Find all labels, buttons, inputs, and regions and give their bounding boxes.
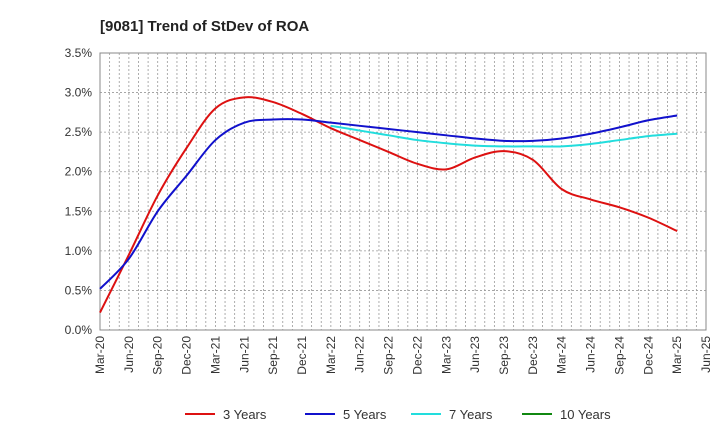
legend-label: 10 Years	[560, 407, 611, 422]
y-tick-label: 2.5%	[65, 125, 93, 139]
x-tick-label: Jun-23	[468, 336, 482, 373]
y-tick-label: 3.0%	[65, 86, 93, 100]
x-tick-label: Sep-23	[497, 336, 511, 375]
legend: 3 Years 5 Years 7 Years 10 Years	[185, 407, 611, 422]
grid	[99, 52, 707, 331]
x-tick-label: Mar-23	[439, 336, 453, 374]
x-tick-label: Dec-23	[526, 336, 540, 375]
x-tick-label: Sep-24	[612, 336, 626, 375]
series-line-3-years	[99, 96, 678, 314]
x-tick-label: Mar-20	[93, 336, 107, 374]
plot-area	[99, 52, 707, 331]
series-line-7-years	[330, 124, 678, 148]
legend-label: 3 Years	[223, 407, 267, 422]
legend-item-5-years: 5 Years	[305, 407, 387, 422]
x-tick-label: Dec-22	[410, 336, 424, 375]
y-tick-label: 2.0%	[65, 165, 93, 179]
x-tick-label: Mar-22	[324, 336, 338, 374]
x-tick-label: Jun-20	[122, 336, 136, 373]
x-tick-label: Jun-21	[237, 336, 251, 373]
series-line-5-years	[99, 114, 678, 290]
x-tick-label: Mar-25	[670, 336, 684, 374]
series-lines	[99, 96, 678, 314]
legend-label: 7 Years	[449, 407, 493, 422]
x-tick-label: Jun-24	[584, 336, 598, 373]
x-tick-label: Sep-22	[382, 336, 396, 375]
x-tick-label: Dec-24	[641, 336, 655, 375]
x-tick-label: Mar-21	[208, 336, 222, 374]
x-tick-label: Jun-25	[699, 336, 713, 373]
chart-title: [9081] Trend of StDev of ROA	[100, 18, 309, 35]
legend-item-7-years: 7 Years	[411, 407, 493, 422]
x-tick-label: Mar-24	[555, 336, 569, 374]
legend-item-10-years: 10 Years	[522, 407, 611, 422]
y-tick-label: 1.5%	[65, 204, 93, 218]
y-tick-label: 0.5%	[65, 283, 93, 297]
x-tick-label: Sep-21	[266, 336, 280, 375]
legend-label: 5 Years	[343, 407, 387, 422]
x-tick-label: Jun-22	[353, 336, 367, 373]
y-tick-label: 1.0%	[65, 244, 93, 258]
y-tick-label: 3.5%	[65, 46, 93, 60]
x-tick-label: Dec-20	[180, 336, 194, 375]
x-tick-label: Sep-20	[151, 336, 165, 375]
x-tick-label: Dec-21	[295, 336, 309, 375]
y-tick-label: 0.0%	[65, 323, 93, 337]
legend-item-3-years: 3 Years	[185, 407, 267, 422]
axes: 0.0% 0.5% 1.0% 1.5% 2.0% 2.5% 3.0% 3.5% Mar-20 Ju…	[65, 46, 713, 375]
